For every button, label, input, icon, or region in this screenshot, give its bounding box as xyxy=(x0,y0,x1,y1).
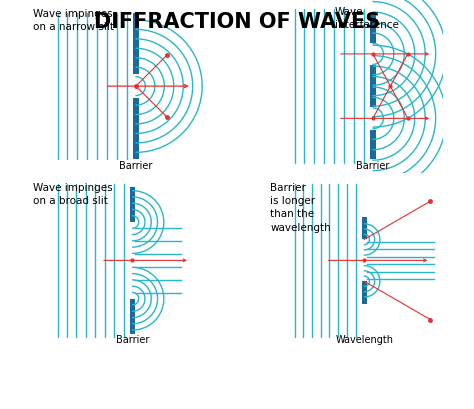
Text: Wave impinges
on a broad slit: Wave impinges on a broad slit xyxy=(33,182,113,206)
Bar xyxy=(362,282,367,304)
Text: Barrier: Barrier xyxy=(119,160,153,170)
Text: Barrier: Barrier xyxy=(356,160,390,170)
Text: Wave
interference: Wave interference xyxy=(335,7,399,30)
Text: Wave impinges
on a narrow slit: Wave impinges on a narrow slit xyxy=(33,9,114,32)
Bar xyxy=(370,14,375,43)
Bar xyxy=(370,66,375,108)
Bar xyxy=(133,14,138,75)
Bar xyxy=(362,217,367,240)
Bar xyxy=(133,99,138,160)
Bar xyxy=(130,299,135,334)
Text: Wavelength: Wavelength xyxy=(335,334,393,344)
Text: DIFFRACTION OF WAVES: DIFFRACTION OF WAVES xyxy=(94,12,380,32)
Bar xyxy=(130,188,135,222)
Text: Barrier
is longer
than the
wavelength: Barrier is longer than the wavelength xyxy=(270,182,331,232)
Text: Barrier: Barrier xyxy=(116,334,149,344)
Bar xyxy=(370,130,375,160)
